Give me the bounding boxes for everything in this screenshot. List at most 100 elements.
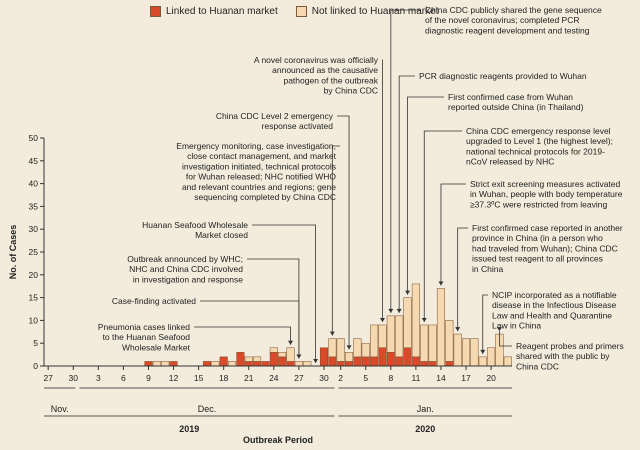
- x-tick-label: 24: [269, 373, 279, 383]
- bar-linked-day-19: [202, 361, 211, 367]
- annotation-arrowhead: [346, 345, 352, 350]
- bar-not-linked-day-27: [269, 347, 278, 353]
- annotation-arrowhead: [480, 349, 486, 354]
- y-tick-label: 50: [29, 133, 39, 143]
- bar-not-linked-day-44: [411, 283, 420, 358]
- legend-swatch-not-linked: [295, 6, 307, 17]
- bar-linked-day-34: [328, 356, 337, 367]
- bar-linked-day-35: [336, 361, 345, 367]
- annotation-leader-line: [247, 258, 300, 359]
- x-tick-label: 20: [486, 373, 496, 383]
- annotation-leader-line: [440, 183, 466, 286]
- bar-not-linked-day-51: [470, 338, 479, 367]
- bar-linked-day-25: [253, 361, 262, 367]
- x-tick-label: 30: [319, 373, 329, 383]
- y-tick-label: 40: [29, 179, 39, 189]
- legend-item-not-linked: Not linked to Huanan market: [295, 6, 438, 17]
- annotation-text: NCIP incorporated as a notifiable disease…: [492, 290, 617, 331]
- bar-not-linked-day-39: [370, 324, 379, 358]
- bar-linked-day-28: [278, 356, 287, 367]
- annotation-leader-line: [200, 300, 300, 359]
- bar-not-linked-day-13: [152, 361, 161, 367]
- annotation-arrowhead: [396, 308, 402, 313]
- y-tick-label: 5: [33, 338, 38, 348]
- bar-not-linked-day-22: [228, 361, 237, 367]
- bar-not-linked-day-20: [211, 361, 220, 367]
- annotation-text: Pneumonia cases linked to the Huanan Seaf…: [98, 322, 191, 352]
- bar-linked-day-21: [219, 356, 228, 367]
- bar-not-linked-day-46: [428, 324, 437, 362]
- bar-linked-day-41: [386, 352, 395, 367]
- bar-not-linked-day-30: [294, 361, 303, 367]
- bar-not-linked-day-40: [378, 324, 387, 349]
- y-tick-label: 15: [29, 293, 39, 303]
- annotation-arrowhead: [455, 327, 461, 332]
- annotation-text: China CDC publicly shared the gene seque…: [425, 5, 602, 35]
- bar-not-linked-day-52: [478, 356, 487, 367]
- annotation-text: A novel coronavirus was officially announ…: [254, 55, 379, 96]
- annotation-leader-line: [390, 9, 421, 313]
- x-tick-label: 21: [244, 373, 254, 383]
- bar-not-linked-day-24: [244, 356, 253, 362]
- annotation-arrowhead: [288, 340, 294, 345]
- x-tick-label: 6: [121, 373, 126, 383]
- annotation-text: PCR diagnostic reagents provided to Wuha…: [419, 71, 587, 81]
- annotation-arrowhead: [329, 331, 335, 336]
- x-tick-label: 11: [411, 373, 420, 383]
- bar-linked-day-43: [403, 347, 412, 367]
- x-tick-label: 18: [219, 373, 229, 383]
- annotation-arrowhead: [313, 359, 319, 363]
- bar-linked-day-33: [319, 347, 328, 367]
- annotation-text: China CDC emergency response level upgrad…: [466, 126, 613, 167]
- annotation-leader-line: [194, 326, 291, 345]
- x-tick-label: 12: [169, 373, 179, 383]
- annotation-arrowhead: [296, 354, 302, 359]
- x-tick-label: 8: [388, 373, 393, 383]
- bar-not-linked-day-34: [328, 338, 337, 358]
- bar-not-linked-day-35: [336, 338, 345, 362]
- annotation-arrowhead: [405, 290, 411, 295]
- x-tick-label: 30: [69, 373, 79, 383]
- bar-not-linked-day-36: [345, 352, 354, 362]
- bar-linked-day-38: [361, 356, 370, 367]
- x-tick-label: 27: [294, 373, 304, 383]
- bar-linked-day-44: [411, 356, 420, 367]
- annotation-leader-line: [482, 294, 488, 354]
- bar-not-linked-day-38: [361, 342, 370, 358]
- legend-swatch-linked: [150, 6, 161, 17]
- annotation-text: First confirmed case from Wuhan reported …: [448, 92, 584, 112]
- annotation-leader-line: [337, 115, 350, 350]
- bar-not-linked-day-42: [395, 315, 404, 358]
- x-tick-label: 27: [43, 373, 53, 383]
- annotation-leader-line: [457, 227, 468, 332]
- x-tick-label: 5: [363, 373, 368, 383]
- bar-not-linked-day-55: [503, 356, 512, 367]
- y-tick-label: 0: [33, 361, 38, 371]
- bar-linked-day-37: [353, 356, 362, 367]
- bar-linked-day-27: [269, 352, 278, 367]
- y-tick-label: 25: [29, 247, 39, 257]
- x-tick-label: 15: [194, 373, 204, 383]
- bar-not-linked-day-53: [487, 347, 496, 367]
- annotation-leader-line: [331, 145, 340, 336]
- bar-linked-day-39: [370, 356, 379, 367]
- bar-not-linked-day-47: [436, 288, 445, 367]
- bar-linked-day-29: [286, 361, 295, 367]
- annotation-arrowhead: [421, 317, 427, 322]
- year-label-2020: 2020: [415, 424, 435, 434]
- y-tick-label: 20: [29, 270, 39, 280]
- bar-not-linked-day-45: [420, 324, 429, 362]
- x-tick-label: 14: [436, 373, 446, 383]
- annotation-arrowhead: [438, 281, 444, 286]
- bar-not-linked-day-14: [161, 361, 170, 367]
- bar-linked-day-12: [144, 361, 153, 367]
- bar-linked-day-23: [236, 352, 245, 367]
- annotation-arrowhead: [379, 317, 385, 322]
- annotation-arrowhead: [496, 327, 502, 332]
- bar-not-linked-day-43: [403, 297, 412, 349]
- bar-not-linked-day-31: [303, 361, 312, 367]
- annotation-arrowhead: [388, 308, 394, 313]
- annotation-text: Emergency monitoring, case investigation…: [176, 141, 336, 202]
- chart-legend: Linked to Huanan market Not linked to Hu…: [150, 6, 438, 17]
